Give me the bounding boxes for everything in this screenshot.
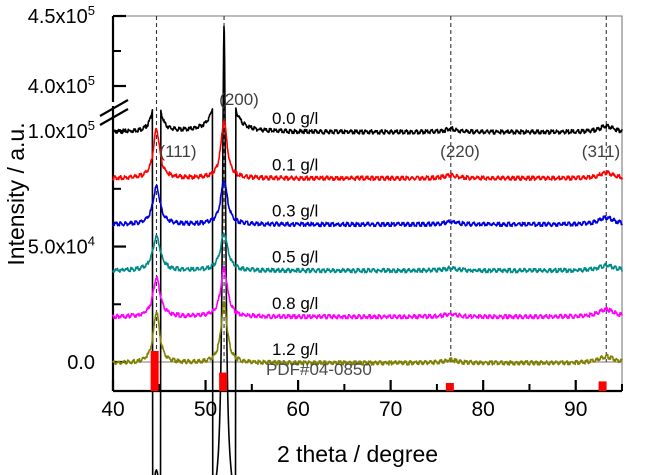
y-axis-title-text: Intensity / a.u.: [3, 122, 29, 265]
xrd-trace-0-1-g-l: [112, 120, 623, 182]
y-axis-break-marker: [99, 99, 129, 126]
x-axis-title: 2 theta / degree: [277, 441, 438, 467]
x-tick-label: 60: [286, 398, 309, 421]
plot-frame: [111, 15, 623, 393]
series-label-0-1-g-l: 0.1 g/l: [272, 155, 318, 174]
y-axis-tick-labels: 0.0 5.0x104 1.0x105 4.0x105 4.5x105: [28, 3, 95, 374]
miller-label-200: (200): [219, 90, 259, 109]
xrd-trace-0-5-g-l: [112, 232, 623, 274]
xrd-trace-0-0-g-l: [112, 25, 623, 475]
x-axis-title-text: 2 theta / degree: [277, 441, 438, 467]
y-tick-label: 4.5x105: [28, 3, 95, 28]
series-labels: 0.0 g/l 0.1 g/l 0.3 g/l 0.5 g/l 0.8 g/l 1.2 g…: [272, 109, 318, 359]
xrd-trace-1-2-g-l: [112, 300, 623, 366]
x-tick-label: 80: [472, 398, 495, 421]
pdf-reference-label: PDF#04-0850: [266, 360, 372, 379]
x-tick-label: 90: [564, 398, 587, 421]
x-tick-label: 50: [194, 398, 217, 421]
pdf-bar-111: [150, 351, 159, 391]
miller-index-labels: (111) (200) (220) (311): [159, 90, 620, 161]
x-tick-label: 70: [379, 398, 402, 421]
y-axis-ticks: [113, 14, 126, 364]
pdf-bar-220: [445, 383, 454, 391]
miller-label-311: (311): [582, 142, 620, 161]
y-tick-label: 4.0x105: [28, 73, 95, 98]
series-label-0-8-g-l: 0.8 g/l: [272, 294, 318, 313]
miller-label-111: (111): [159, 142, 196, 161]
series-label-0-3-g-l: 0.3 g/l: [272, 201, 318, 220]
x-axis-ticks: [111, 380, 623, 391]
xrd-trace-0-8-g-l: [112, 265, 623, 320]
series-label-0-5-g-l: 0.5 g/l: [272, 248, 318, 267]
y-tick-label: 0.0: [67, 352, 95, 374]
x-axis-tick-labels: 40 50 60 70 80 90: [101, 398, 587, 421]
y-tick-label: 5.0x104: [28, 234, 95, 259]
xrd-trace-0-3-g-l: [112, 180, 623, 228]
y-axis-title: Intensity / a.u.: [3, 122, 29, 265]
y-tick-label: 1.0x105: [28, 118, 95, 143]
pdf-bar-311: [598, 381, 607, 391]
x-tick-label: 40: [101, 398, 124, 421]
pdf-reference-pattern: PDF#04-0850: [150, 351, 607, 391]
series-label-1-2-g-l: 1.2 g/l: [272, 340, 318, 359]
series-label-0-0-g-l: 0.0 g/l: [272, 109, 318, 128]
pdf-bar-200: [219, 372, 228, 391]
xrd-traces: [112, 25, 623, 475]
miller-label-220: (220): [440, 142, 480, 161]
